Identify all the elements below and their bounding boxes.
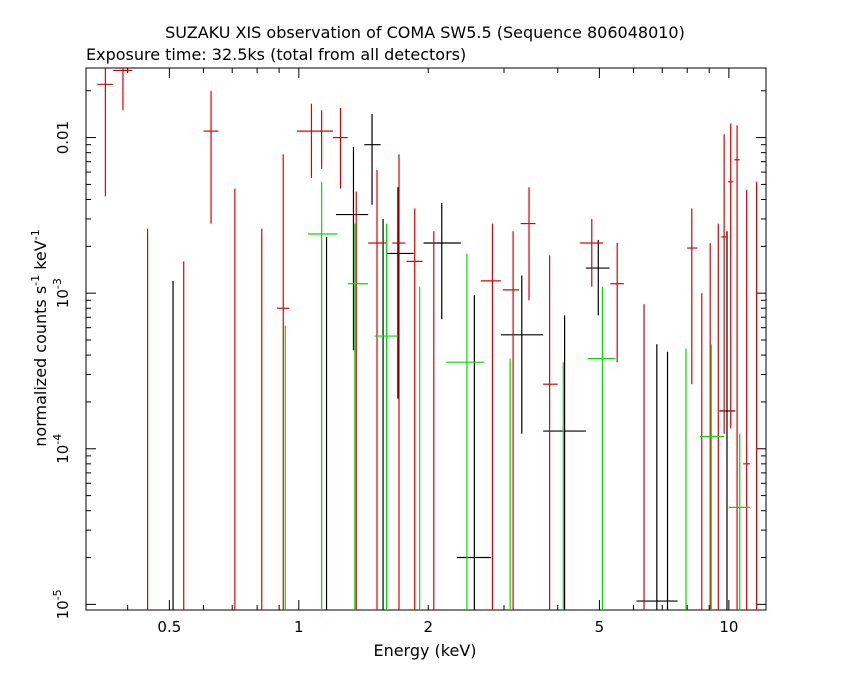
x-axis-label: Energy (keV) — [373, 641, 476, 660]
data-point-black — [719, 231, 736, 610]
data-point-red — [316, 110, 333, 169]
series-red — [97, 68, 758, 610]
data-point-green — [347, 223, 369, 610]
data-point-red — [502, 231, 519, 610]
data-point-green — [307, 181, 338, 610]
x-tick-label: 2 — [423, 618, 433, 636]
y-tick-label: 10-4 — [51, 434, 72, 464]
x-tick-label: 0.5 — [157, 618, 181, 636]
data-point-red — [97, 68, 114, 197]
plot-frame — [85, 67, 767, 611]
svg-text:10-5: 10-5 — [51, 589, 72, 619]
y-tick-label: 10-5 — [51, 589, 72, 619]
svg-text:10-4: 10-4 — [51, 434, 72, 464]
data-point-red — [277, 154, 290, 610]
data-point-red — [113, 68, 133, 111]
data-point-red — [687, 208, 698, 385]
x-tick-label: 5 — [595, 618, 605, 636]
data-point-red — [296, 103, 317, 178]
series-black — [172, 113, 736, 610]
svg-text:10-3: 10-3 — [51, 278, 72, 308]
data-point-red — [392, 154, 406, 610]
data-point-red — [579, 218, 604, 287]
data-point-black — [364, 113, 381, 205]
data-point-red — [368, 169, 387, 610]
data-point-red — [721, 134, 727, 434]
data-point-green — [587, 286, 616, 610]
data-point-black — [543, 315, 586, 610]
series-green — [284, 181, 751, 610]
x-tick-label: 1 — [294, 618, 304, 636]
data-point-red — [332, 107, 348, 189]
data-point-green — [374, 223, 398, 610]
data-point-black — [456, 295, 492, 610]
data-point-red — [727, 123, 734, 429]
x-tick-label: 10 — [719, 618, 738, 636]
data-marks — [97, 68, 758, 610]
y-tick-label: 10-3 — [51, 278, 72, 308]
axes: 0.5 1 2 5 10 0.01 10-3 10-4 10-5 — [51, 67, 767, 636]
data-point-green — [699, 344, 725, 610]
data-point-black — [335, 146, 369, 351]
svg-text:0.01: 0.01 — [54, 121, 72, 154]
data-point-black — [585, 239, 610, 316]
data-point-red — [480, 223, 501, 610]
data-point-black — [423, 202, 461, 320]
data-point-red — [203, 90, 219, 224]
chart-title: SUZAKU XIS observation of COMA SW5.5 (Se… — [165, 23, 685, 42]
y-axis-label: normalized counts s-1 keV-1 — [29, 229, 50, 446]
data-point-red — [743, 190, 751, 610]
data-point-black — [636, 344, 678, 610]
data-point-red — [520, 187, 536, 301]
data-point-black — [386, 187, 414, 399]
data-point-red — [610, 243, 624, 363]
data-point-black — [500, 275, 544, 434]
y-tick-label: 0.01 — [54, 121, 72, 154]
chart-subtitle: Exposure time: 32.5ks (total from all de… — [86, 45, 466, 64]
data-point-green — [728, 433, 751, 610]
data-point-red — [543, 255, 558, 610]
data-point-red — [406, 208, 423, 610]
data-point-red — [734, 125, 740, 610]
data-point-green — [446, 253, 485, 610]
